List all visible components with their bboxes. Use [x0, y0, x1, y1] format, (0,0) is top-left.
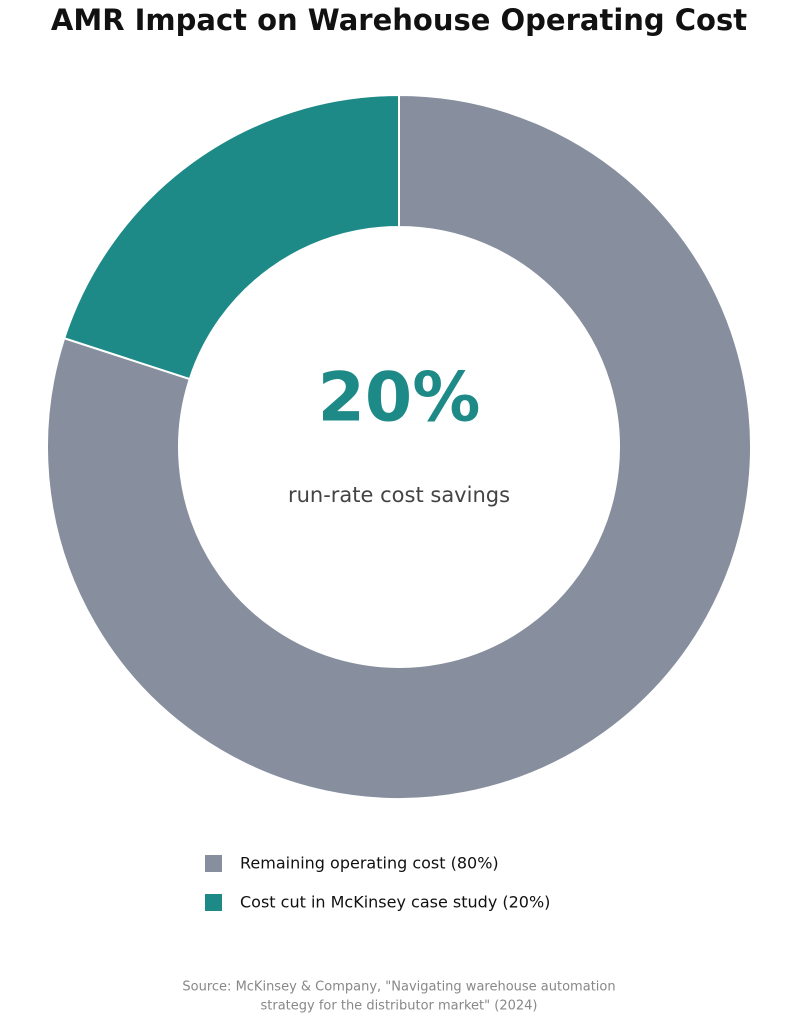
legend-swatch — [205, 855, 222, 872]
chart-title: AMR Impact on Warehouse Operating Cost — [51, 3, 747, 37]
donut-segment — [46, 93, 752, 800]
source: Source: McKinsey & Company, "Navigating … — [182, 980, 615, 995]
center-value: 20% — [318, 359, 481, 438]
legend-label: Remaining operating cost (80%) — [240, 854, 499, 873]
legend-label: Cost cut in McKinsey case study (20%) — [240, 893, 550, 912]
legend-swatch — [205, 894, 222, 911]
source: strategy for the distributor market" (20… — [260, 999, 537, 1014]
center-caption: run-rate cost savings — [288, 483, 510, 507]
donut-segment — [62, 93, 400, 381]
donut — [46, 93, 752, 800]
